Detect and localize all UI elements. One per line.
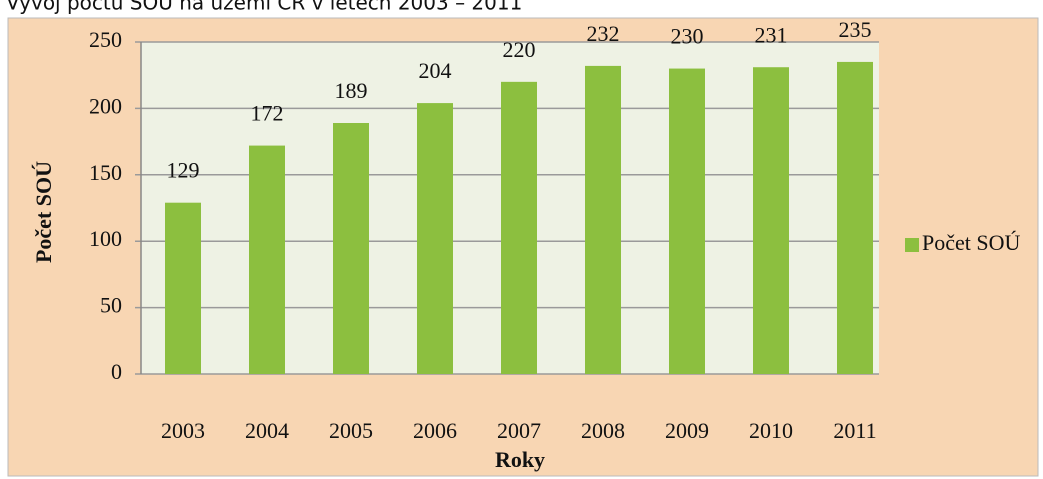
data-label: 230: [671, 24, 704, 49]
bar: [417, 103, 453, 374]
y-axis-label: Počet SOÚ: [31, 161, 56, 263]
x-tick-label: 2010: [749, 418, 793, 443]
caption: Vývoj počtu SOÚ na území ČR v letech 200…: [6, 0, 522, 15]
x-axis-label: Roky: [495, 447, 545, 472]
legend-label: Počet SOÚ: [922, 230, 1021, 255]
y-tick-label: 50: [100, 293, 122, 318]
x-tick-label: 2008: [581, 418, 625, 443]
bar: [585, 65, 621, 375]
x-tick-label: 2005: [329, 418, 373, 443]
bar: [165, 202, 201, 374]
data-label: 232: [587, 21, 620, 46]
bar: [501, 81, 537, 374]
x-tick-label: 2009: [665, 418, 709, 443]
bar: [333, 123, 369, 375]
x-tick-label: 2004: [245, 418, 289, 443]
data-label: 231: [755, 22, 788, 47]
x-tick-label: 2003: [161, 418, 205, 443]
x-tick-label: 2011: [833, 418, 876, 443]
data-label: 172: [251, 101, 284, 126]
x-tick-label: 2007: [497, 418, 541, 443]
bar: [249, 145, 285, 374]
bar: [669, 68, 705, 374]
y-tick-label: 0: [111, 359, 122, 384]
x-tick-label: 2006: [413, 418, 457, 443]
data-label: 204: [419, 58, 452, 83]
data-label: 129: [167, 158, 200, 183]
legend-swatch: [905, 238, 919, 252]
y-tick-label: 250: [89, 27, 122, 52]
data-label: 189: [335, 78, 368, 103]
y-tick-label: 150: [89, 160, 122, 185]
bar: [753, 67, 789, 375]
y-tick-label: 100: [89, 226, 122, 251]
data-label: 220: [503, 37, 536, 62]
bar: [837, 61, 873, 375]
data-label: 235: [839, 17, 872, 42]
y-tick-label: 200: [89, 93, 122, 118]
